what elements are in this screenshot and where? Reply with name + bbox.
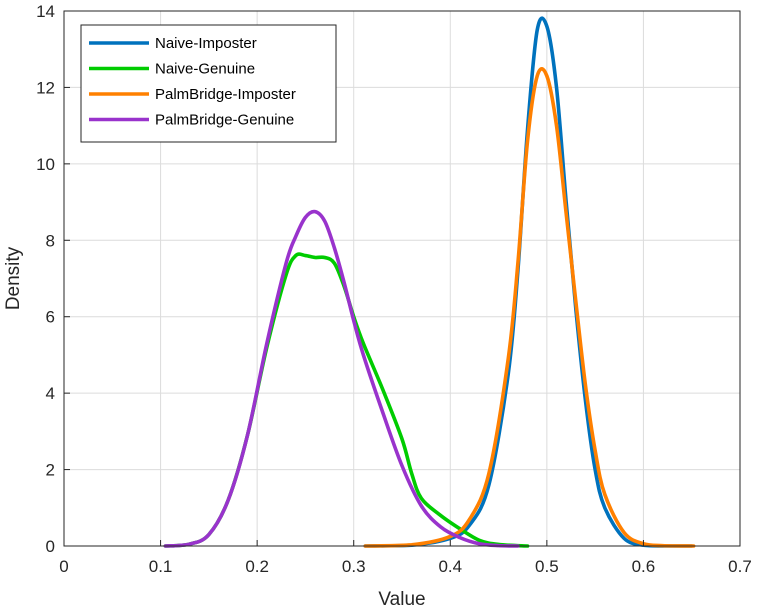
y-tick-label: 6: [46, 308, 55, 327]
x-tick-label: 0.7: [728, 557, 752, 576]
y-tick-label: 12: [36, 78, 55, 97]
x-tick-label: 0.5: [535, 557, 559, 576]
x-tick-label: 0.3: [342, 557, 366, 576]
y-tick-label: 10: [36, 155, 55, 174]
legend-entry: Naive-Imposter: [155, 35, 257, 52]
y-tick-label: 8: [46, 231, 55, 250]
series-line-palmbridge-genuine: [163, 209, 520, 548]
x-tick-label: 0.2: [245, 557, 269, 576]
tick-labels: 0 0.1 0.2 0.3 0.4 0.5 0.6 0.7 0 2 4 6 8 10 12 14: [36, 2, 752, 576]
x-tick-label: 0.6: [632, 557, 656, 576]
x-tick-label: 0.1: [149, 557, 173, 576]
x-axis-label: Value: [378, 589, 425, 608]
x-tick-label: 0: [59, 557, 68, 576]
y-axis-label: Density: [3, 246, 24, 310]
legend-entry: PalmBridge-Genuine: [155, 112, 294, 129]
y-tick-label: 2: [46, 461, 55, 480]
legend: Naive-Imposter Naive-Genuine PalmBridge-Im…: [80, 24, 337, 143]
x-tick-label: 0.4: [438, 557, 462, 576]
series-layer: [163, 16, 696, 548]
series-line-palmbridge-imposter: [363, 66, 696, 548]
legend-entry: Naive-Genuine: [155, 61, 255, 78]
legend-entry: PalmBridge-Imposter: [155, 86, 296, 103]
y-tick-label: 14: [36, 2, 55, 21]
y-tick-label: 4: [46, 384, 55, 403]
plot-frame: [63, 10, 741, 547]
y-tick-label: 0: [46, 537, 55, 556]
series-line-naive-imposter: [363, 16, 694, 548]
